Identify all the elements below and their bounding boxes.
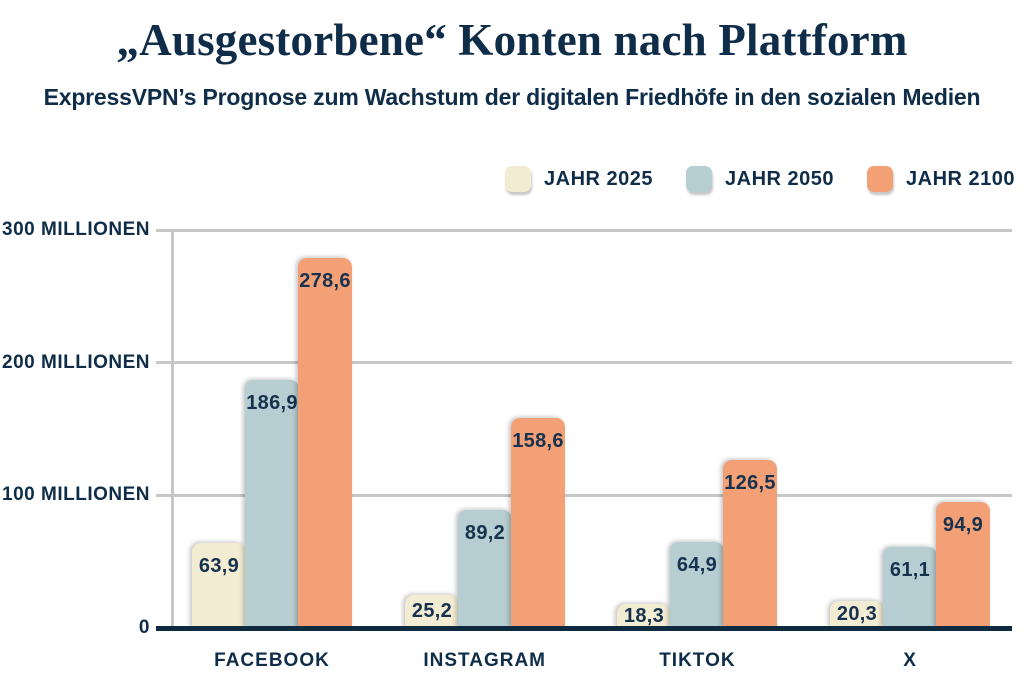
bar-value-label-x-2050: 61,1 <box>889 559 931 581</box>
page-subtitle: ExpressVPN’s Prognose zum Wachstum der d… <box>43 84 981 110</box>
bar-value-label-instagram-2025: 25,2 <box>411 600 453 622</box>
legend-item-2025: JAHR 2025 <box>505 166 653 192</box>
legend-swatch-2100 <box>867 166 894 192</box>
bar-tiktok-2100: 126,5 <box>723 460 777 628</box>
bar-value-label-instagram-2050: 89,2 <box>464 522 506 544</box>
y-tick-label-100: 100 MILLIONEN <box>2 484 150 506</box>
y-tick-label-300: 300 MILLIONEN <box>2 219 150 240</box>
bar-x-2050: 61,1 <box>883 547 937 628</box>
bar-tiktok-2050: 64,9 <box>670 542 724 628</box>
chart-legend: JAHR 2025 JAHR 2050 JAHR 2100 <box>505 166 1015 192</box>
page-title: „Ausgestorbene“ Konten nach Plattform <box>116 15 908 65</box>
category-label-facebook: FACEBOOK <box>214 650 330 671</box>
legend-swatch-2025 <box>505 166 531 192</box>
legend-label-2100: JAHR 2100 <box>906 167 1016 190</box>
bar-value-label-tiktok-2050: 64,9 <box>676 554 718 576</box>
legend-label-2050: JAHR 2050 <box>725 167 835 190</box>
bar-value-label-facebook-2050: 186,9 <box>246 392 298 414</box>
bar-value-label-facebook-2100: 278,6 <box>299 270 351 292</box>
bar-value-label-x-2025: 20,3 <box>836 603 878 625</box>
legend-swatch-2050 <box>686 166 713 192</box>
bar-facebook-2100: 278,6 <box>298 258 352 628</box>
x-axis-baseline <box>156 626 1012 631</box>
category-label-instagram: INSTAGRAM <box>423 650 546 671</box>
gridline-100 <box>156 493 1012 497</box>
bar-tiktok-2025: 18,3 <box>617 604 671 628</box>
gridline-200 <box>156 361 1012 365</box>
bar-instagram-2100: 158,6 <box>511 418 565 628</box>
bar-value-label-tiktok-2100: 126,5 <box>724 472 776 494</box>
bar-facebook-2050: 186,9 <box>245 380 299 628</box>
legend-label-2025: JAHR 2025 <box>544 167 654 190</box>
bar-x-2100: 94,9 <box>936 502 990 628</box>
legend-item-2100: JAHR 2100 <box>867 166 1015 192</box>
category-label-x: X <box>903 650 917 671</box>
gridline-300 <box>156 228 1012 232</box>
y-axis-line <box>171 230 174 631</box>
bar-value-label-x-2100: 94,9 <box>942 514 984 536</box>
y-tick-label-200: 200 MILLIONEN <box>2 351 150 373</box>
bar-x-2025: 20,3 <box>830 601 884 628</box>
bar-value-label-tiktok-2025: 18,3 <box>623 604 665 627</box>
bar-instagram-2050: 89,2 <box>458 510 512 628</box>
bar-value-label-instagram-2100: 158,6 <box>512 430 564 452</box>
bar-value-label-facebook-2025: 63,9 <box>198 555 240 577</box>
bar-instagram-2025: 25,2 <box>405 595 459 628</box>
category-label-tiktok: TIKTOK <box>659 650 736 671</box>
legend-item-2050: JAHR 2050 <box>686 166 834 192</box>
bar-facebook-2025: 63,9 <box>192 543 246 628</box>
y-tick-label-0: 0 <box>138 617 150 638</box>
